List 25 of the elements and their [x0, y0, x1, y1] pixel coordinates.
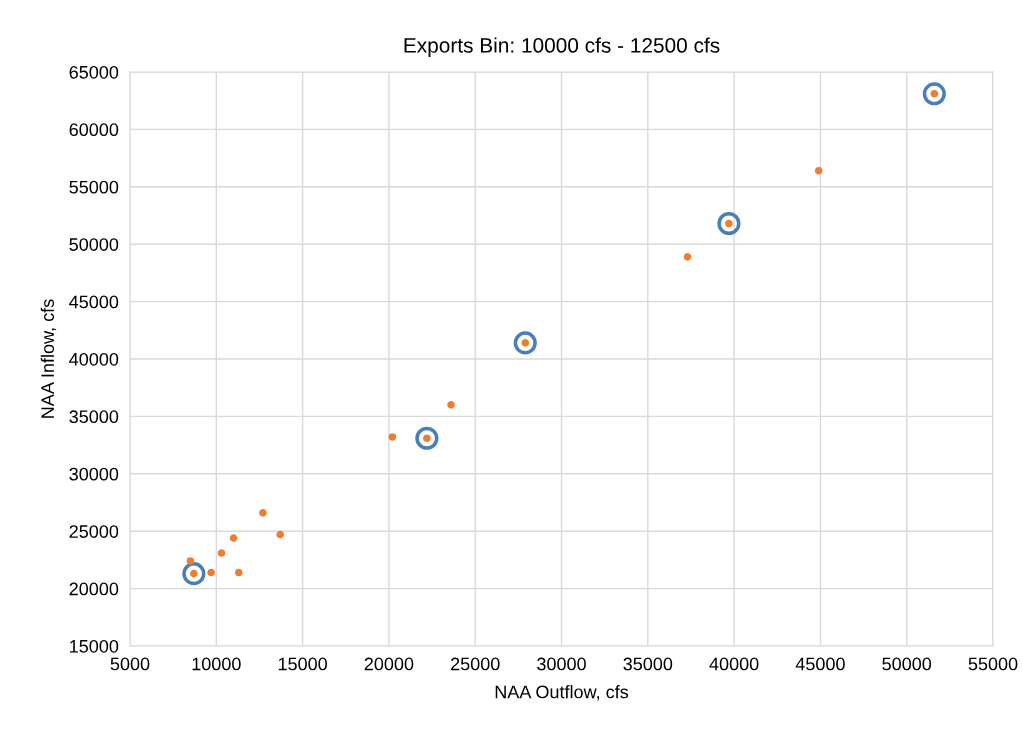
y-tick-label: 50000 [69, 238, 119, 251]
y-tick-label: 25000 [69, 525, 119, 538]
y-tick-label: 60000 [69, 123, 119, 137]
y-axis-title: NAA Inflow, cfs [40, 299, 57, 418]
y-tick-label: 35000 [69, 410, 119, 424]
x-axis-title: NAA Outflow, cfs [495, 685, 629, 701]
x-tick-label: 10000 [192, 657, 241, 671]
x-tick-label: 45000 [795, 657, 845, 671]
chart-title: Exports Bin: 10000 cfs - 12500 cfs [404, 37, 720, 57]
y-tick-label: 55000 [69, 180, 119, 194]
x-tick-label: 15000 [278, 657, 327, 671]
x-tick-label: 20000 [364, 657, 414, 671]
y-tick-label: 30000 [69, 467, 119, 481]
y-tick-label: 65000 [69, 65, 119, 79]
y-tick-label: 20000 [69, 582, 119, 596]
y-tick-label: 45000 [69, 295, 119, 309]
y-tick-label: 15000 [70, 639, 119, 653]
x-tick-label: 25000 [451, 657, 500, 671]
x-tick-label: 40000 [709, 657, 759, 671]
x-tick-label: 30000 [537, 657, 586, 671]
x-tick-label: 35000 [623, 657, 673, 671]
y-tick-label: 40000 [69, 352, 119, 366]
x-tick-label: 5000 [110, 657, 150, 671]
x-tick-label: 55000 [968, 657, 1018, 671]
x-tick-label: 50000 [882, 657, 932, 671]
